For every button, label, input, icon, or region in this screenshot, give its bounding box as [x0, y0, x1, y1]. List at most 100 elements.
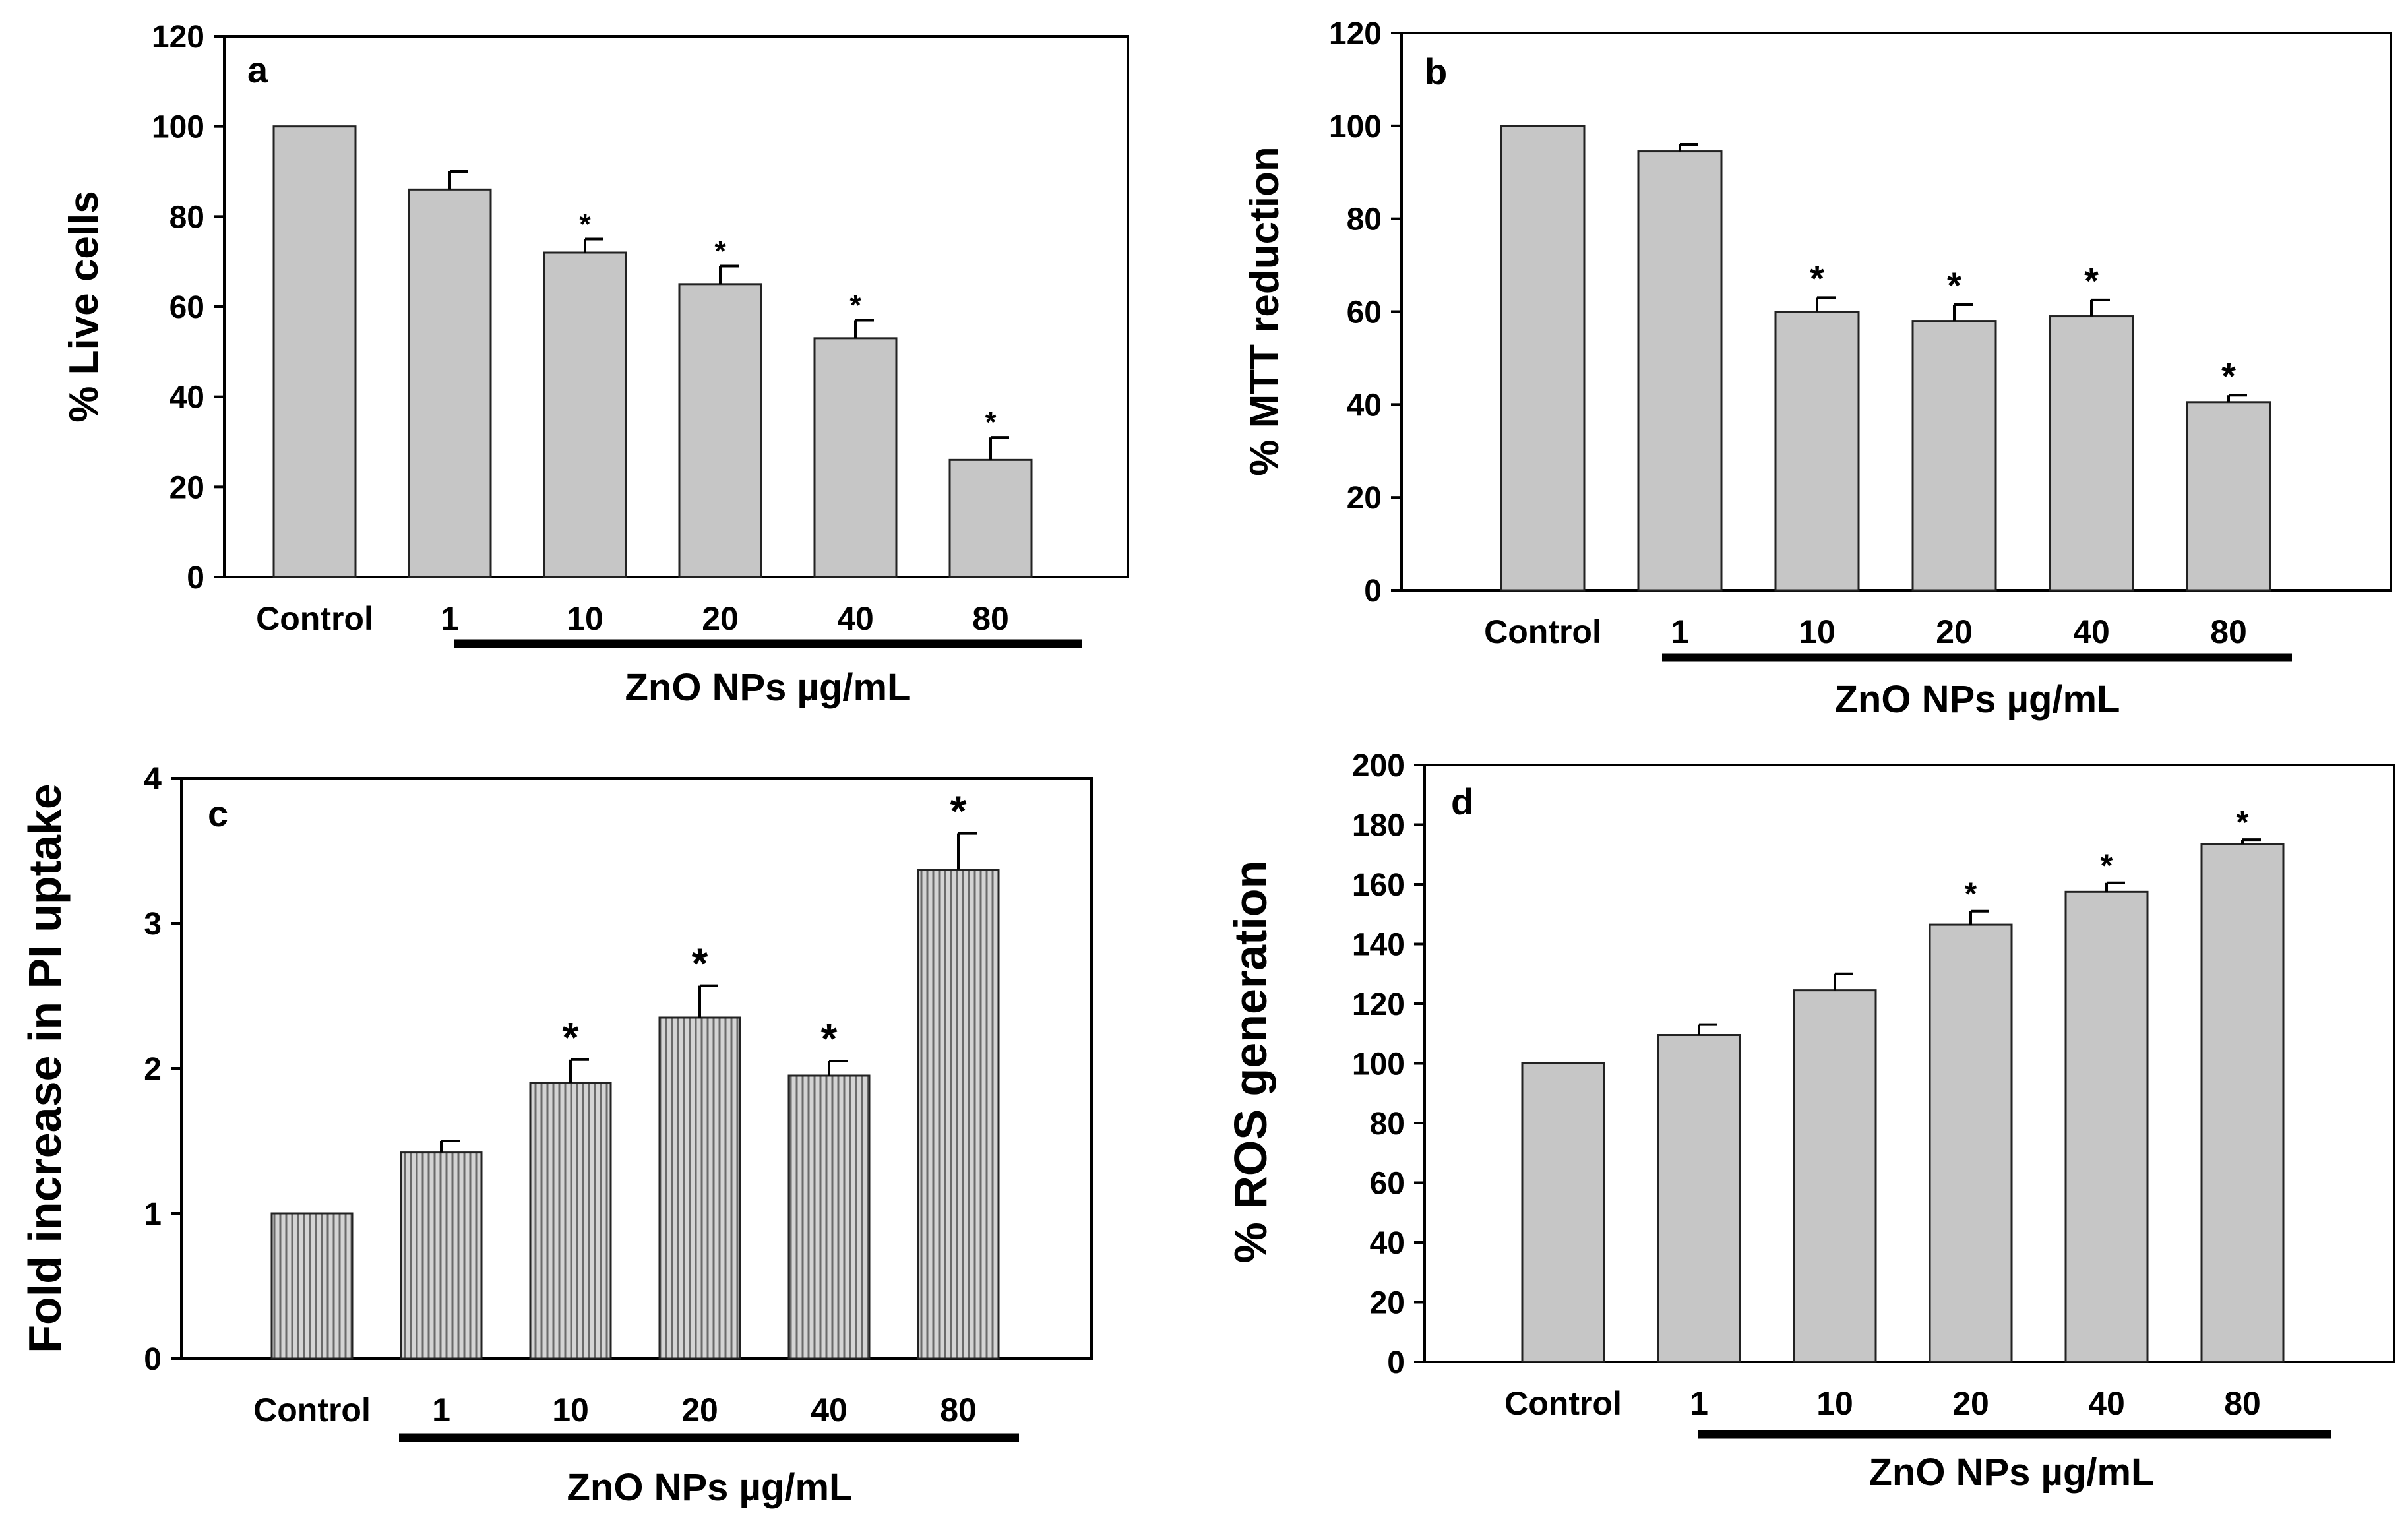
panel-b-bar-20 — [1911, 320, 1997, 592]
panel-a-significance-star: * — [714, 235, 726, 268]
panel-b-bar-40 — [2049, 315, 2134, 592]
panel-c-category-label: 20 — [681, 1392, 718, 1428]
panel-d-bar-20 — [1929, 923, 2013, 1363]
panel-c-bar-control — [270, 1212, 354, 1360]
panel-b-bar-control — [1500, 125, 1586, 592]
panel-b-bar-80 — [2186, 401, 2271, 592]
panel-a-y-tick-label: 100 — [152, 110, 204, 145]
panel-c-y-tick-label: 2 — [144, 1052, 162, 1087]
panel-b-category-label: Control — [1484, 613, 1601, 650]
panel-d-letter: d — [1451, 781, 1473, 822]
panel-c-y-tick-label: 0 — [144, 1342, 162, 1377]
panel-c-significance-star: * — [692, 940, 708, 987]
panel-a-y-tick-label: 40 — [170, 381, 204, 415]
panel-b-x-axis-label: ZnO NPs µg/mL — [1835, 678, 2120, 721]
panel-d-y-tick-label: 120 — [1352, 987, 1405, 1022]
panel-d-y-tick-label: 40 — [1370, 1226, 1405, 1261]
panel-d-y-tick-label: 180 — [1352, 809, 1405, 843]
panel-b-category-label: 20 — [1936, 613, 1973, 650]
panel-b-y-tick-label: 40 — [1347, 388, 1382, 423]
panel-d-significance-star: * — [1965, 877, 1977, 912]
panel-c-significance-star: * — [821, 1015, 838, 1062]
panel-d-y-axis-label: % ROS generation — [1225, 861, 1276, 1264]
panel-c: c Fold increase in PI uptake 0 1 2 3 4 * * ** … — [19, 762, 1093, 1509]
panel-d-y-tick-label: 20 — [1370, 1286, 1405, 1321]
panel-c-y-tick-label: 1 — [144, 1197, 162, 1232]
panel-c-bar-80 — [917, 869, 1000, 1360]
panel-c-x-axis-label: ZnO NPs µg/mL — [567, 1466, 853, 1509]
panel-b-significance-star: * — [2221, 355, 2236, 396]
panel-d-category-label: 1 — [1690, 1385, 1708, 1422]
panel-d-bar-1 — [1657, 1034, 1741, 1363]
panel-c-y-ticks: 0 1 2 3 4 — [144, 762, 181, 1377]
panel-a-y-tick-label: 60 — [170, 290, 204, 325]
panel-b-category-label: 10 — [1799, 613, 1836, 650]
panel-d-significance-star: * — [2237, 805, 2249, 840]
panel-a-categories: Control 1 10 20 40 80 — [256, 600, 1009, 637]
panel-b-category-label: 40 — [2073, 613, 2110, 650]
panel-b-y-tick-label: 20 — [1347, 481, 1382, 516]
panel-b-y-tick-label: 0 — [1364, 574, 1382, 609]
panel-c-category-label: 80 — [940, 1392, 977, 1428]
panel-b-y-axis-label: % MTT reduction — [1242, 146, 1287, 475]
panel-a-x-axis-label: ZnO NPs µg/mL — [625, 666, 911, 709]
panel-a-y-tick-label: 20 — [170, 470, 204, 505]
panel-d-y-tick-label: 140 — [1352, 928, 1405, 963]
panel-d-bar-80 — [2200, 843, 2285, 1363]
panel-c-category-label: Control — [253, 1392, 371, 1428]
panel-a-category-label: 20 — [702, 600, 739, 637]
panel-a-y-axis-label: % Live cells — [61, 191, 107, 423]
panel-b-category-label: 1 — [1671, 613, 1689, 650]
panel-a-y-tick-label: 0 — [187, 561, 204, 596]
panel-d-y-tick-label: 60 — [1370, 1167, 1405, 1202]
panel-c-bars: * * * * — [270, 787, 1000, 1360]
panel-d-y-tick-label: 200 — [1352, 749, 1405, 783]
panel-a-bar-1 — [408, 188, 492, 578]
panel-c-category-label: 10 — [552, 1392, 589, 1428]
panel-a-y-tick-label: 120 — [152, 20, 204, 55]
panel-a-bar-80 — [948, 458, 1033, 578]
panel-b-categories: Control 1 10 20 40 80 — [1484, 613, 2247, 650]
panel-c-significance-star: * — [950, 787, 967, 835]
panel-c-y-tick-label: 3 — [144, 907, 162, 942]
panel-b-y-tick-label: 120 — [1329, 16, 1382, 51]
panel-b-category-label: 80 — [2210, 613, 2247, 650]
panel-d-category-label: Control — [1504, 1385, 1622, 1422]
panel-c-bar-10 — [529, 1082, 612, 1360]
panel-d-bar-10 — [1793, 989, 1877, 1363]
panel-b-y-tick-label: 80 — [1347, 202, 1382, 237]
panel-a-y-tick-label: 80 — [170, 200, 204, 235]
panel-c-y-tick-label: 4 — [144, 762, 162, 797]
panel-b-y-ticks: 0 20 40 60 80 100 120 — [1329, 16, 1402, 609]
panel-a-category-label: 80 — [972, 600, 1009, 637]
panel-d: d % ROS generation 020406080100120140160… — [1225, 749, 2395, 1494]
panel-c-significance-star: * — [563, 1014, 579, 1061]
panel-a-bar-40 — [813, 337, 898, 578]
panel-d-y-tick-label: 160 — [1352, 868, 1405, 903]
panel-a-category-label: 40 — [837, 600, 874, 637]
panel-b-y-tick-label: 100 — [1329, 109, 1382, 144]
panel-d-category-label: 40 — [2088, 1385, 2125, 1422]
panel-d-x-axis-label: ZnO NPs µg/mL — [1869, 1451, 2155, 1494]
panel-a-significance-star: * — [985, 406, 997, 439]
panel-b-significance-star: * — [1947, 264, 1961, 306]
panel-d-bar-control — [1521, 1062, 1605, 1363]
panel-a-category-label: 1 — [441, 600, 459, 637]
panel-d-category-label: 80 — [2224, 1385, 2261, 1422]
panel-d-y-tick-label: 0 — [1387, 1345, 1405, 1380]
panel-b-significance-star: * — [1810, 257, 1824, 299]
panel-d-y-ticks: 0 20 40 60 80 100 120 140 160 180 200 — [1352, 749, 1425, 1380]
panel-c-letter: c — [208, 793, 228, 834]
panel-c-y-axis-label: Fold increase in PI uptake — [19, 783, 71, 1353]
panel-a-bar-10 — [543, 251, 627, 578]
panel-d-y-tick-label: 100 — [1352, 1047, 1405, 1082]
panel-d-category-label: 20 — [1952, 1385, 1989, 1422]
panel-c-bar-1 — [400, 1151, 483, 1360]
panel-c-bar-40 — [787, 1074, 871, 1360]
panel-c-category-label: 1 — [432, 1392, 450, 1428]
panel-d-bar-40 — [2064, 890, 2149, 1363]
panel-d-y-tick-label: 80 — [1370, 1107, 1405, 1142]
panel-d-categories: Control 1 10 20 40 80 — [1504, 1385, 2261, 1422]
panel-b-letter: b — [1425, 51, 1447, 92]
panel-b-y-tick-label: 60 — [1347, 295, 1382, 330]
